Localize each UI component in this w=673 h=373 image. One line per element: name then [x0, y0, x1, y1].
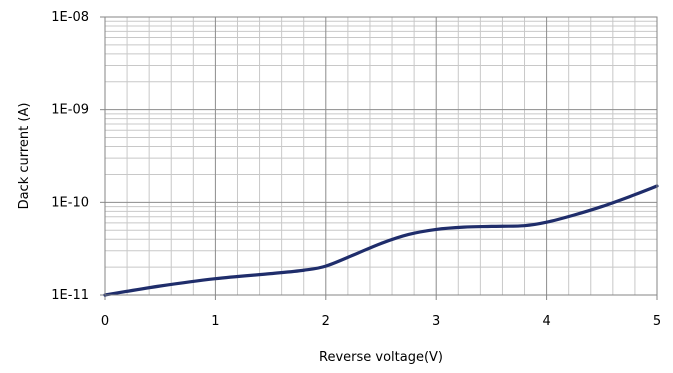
y-tick-label: 1E-11	[51, 288, 89, 303]
y-tick-label: 1E-10	[51, 195, 89, 210]
x-tick-label: 2	[322, 314, 330, 329]
series-layer	[103, 184, 659, 297]
x-tick-label: 1	[211, 314, 219, 329]
x-tick-label: 5	[653, 314, 661, 329]
x-axis-title: Reverse voltage(V)	[319, 350, 443, 365]
plot-frame	[104, 16, 658, 296]
x-tick-label: 4	[542, 314, 550, 329]
grid	[105, 17, 657, 295]
y-axis-title: Dack current (A)	[17, 103, 32, 210]
y-tick-label: 1E-08	[51, 10, 89, 25]
y-tick-label: 1E-09	[51, 103, 89, 118]
tick-labels: 0 1 2 3 4 5 1E-11 1E-10 1E-09 1E-08	[51, 10, 661, 329]
x-tick-label: 3	[432, 314, 440, 329]
series-line	[103, 184, 659, 297]
x-tick-label: 0	[101, 314, 109, 329]
